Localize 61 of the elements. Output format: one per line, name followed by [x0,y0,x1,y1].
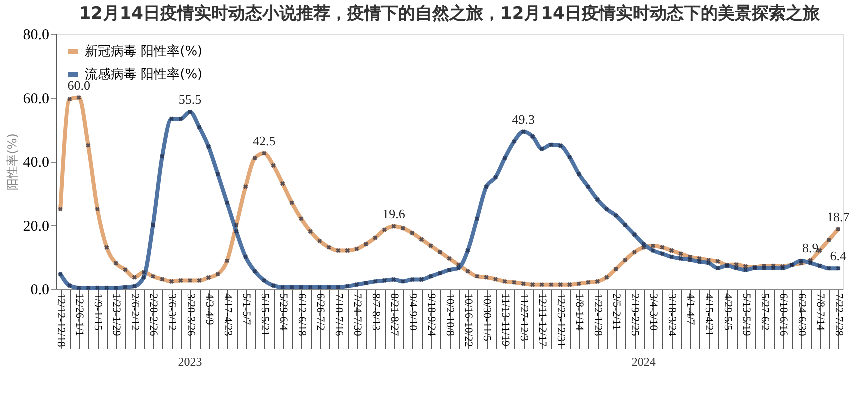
x-tick-label: 3/4-3/10 [648,294,660,332]
x-tick-label: 3/20-3/26 [184,294,197,337]
x-tick-label: 4/17-4/23 [222,294,234,337]
x-tick-label: 4/15-4/21 [703,294,716,336]
data-label: 18.7 [826,209,850,224]
x-tick-label: 7/24-7/30 [351,294,364,337]
x-tick-label: 1/8-1/14 [574,294,586,332]
x-tick-label: 4/1-4/7 [684,294,697,326]
x-tick-label: 3/18-3/24 [666,294,678,337]
data-label: 55.5 [178,92,202,108]
x-tick-label: 9/4-9/10 [406,294,419,332]
x-tick-label: 12/26-1/1 [74,294,86,336]
x-tick-label: 5/29-6/4 [277,294,290,332]
x-tick-label: 4/3-4/9 [203,294,216,326]
data-label: 42.5 [252,134,276,149]
y-tick-label: 0.0 [30,282,50,298]
x-tick-label: 7/8-7/14 [814,294,826,332]
x-tick-label: 5/15-5/21 [258,294,271,336]
x-tick-label: 3/6-3/12 [166,294,178,331]
x-tick-label: 11/27-12/3 [518,294,530,342]
x-tick-label: 8/21-8/27 [388,294,400,337]
data-label: 6.4 [830,248,847,264]
x-tick-label: 5/1-5/7 [240,294,252,326]
x-tick-label: 7/22-7/28 [832,294,845,337]
x-tick-label: 5/27-6/2 [758,294,771,331]
y-tick-label: 20.0 [23,218,50,235]
text: 2023 [178,355,202,369]
x-tick-label: 8/7-8/13 [370,294,382,332]
x-tick-label: 12/11-12/17 [536,294,549,348]
x-tick-label: 6/26-7/2 [314,294,326,331]
x-tick-label: 2/6-2/12 [129,294,142,331]
x-tick-label: 1/9-1/15 [92,294,104,332]
x-tick-label: 6/24-6/30 [796,294,808,337]
text: 2024 [632,355,656,369]
x-tick-label: 7/10-7/16 [332,294,345,337]
data-label: 8.9 [802,240,819,256]
x-tick-label: 6/10-6/16 [777,294,790,337]
x-tick-label: 11/13-11/19 [500,294,512,347]
chart-title: 12月14日疫情实时动态小说推荐，疫情下的自然之旅，12月14日疫情实时动态下的美景探索之旅 [79,4,821,24]
legend-label: 新冠病毒 阳性率(%) [85,44,203,60]
x-tick-label: 12/25-12/31 [555,294,568,348]
x-tick-label: 1/22-1/28 [592,294,604,337]
y-tick-label: 40.0 [23,155,50,171]
x-tick-label: 12/12-12/18 [55,294,68,348]
x-tick-label: 2/20-2/26 [148,294,160,337]
x-tick-label: 9/18-9/24 [425,294,438,337]
x-tick-label: 10/2-10/8 [444,294,456,337]
x-tick-label: 2/5-2/11 [610,294,623,330]
y-axis-title: 阳性率(%) [5,134,20,190]
legend-label: 流感病毒 阳性率(%) [85,66,203,82]
data-label: 49.3 [512,112,535,127]
x-tick-label: 4/29-5/5 [722,294,734,332]
x-tick-label: 1/23-1/29 [110,294,123,337]
x-tick-label: 6/12-6/18 [296,294,308,337]
x-tick-label: 10/16-10/22 [462,294,475,348]
y-tick-label: 80.0 [23,28,50,44]
x-tick-label: 5/13-5/19 [740,294,752,337]
x-tick-label: 2/19-2/25 [629,294,642,337]
y-tick-label: 60.0 [23,91,50,108]
data-label: 19.6 [382,206,406,222]
x-tick-label: 10/30-11/5 [481,294,494,342]
